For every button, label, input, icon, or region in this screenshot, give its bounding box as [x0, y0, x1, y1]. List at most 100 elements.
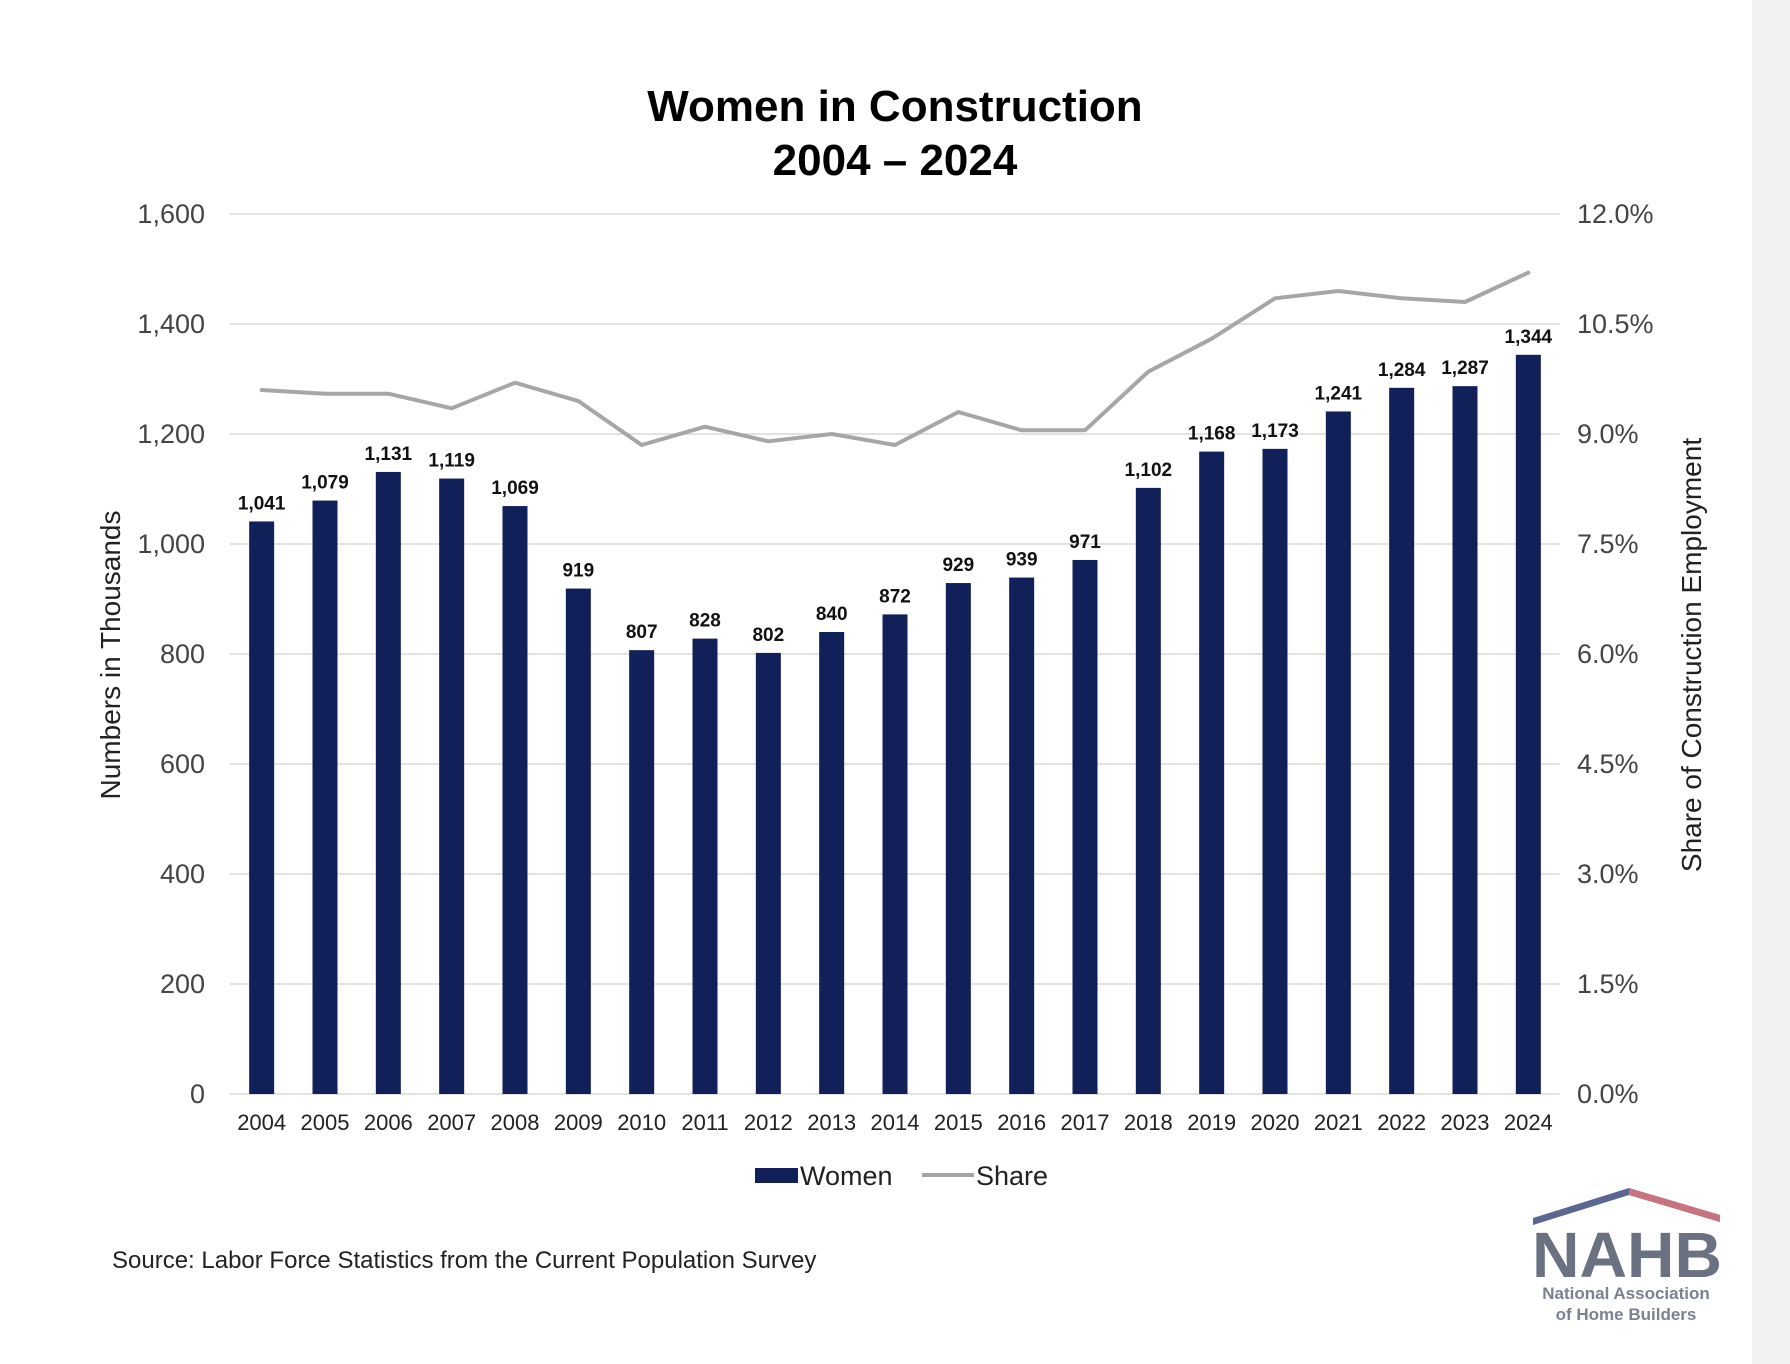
women-bar-2010 [629, 650, 655, 1094]
x-axis-tick-label: 2021 [1314, 1110, 1363, 1135]
x-axis-tick-label: 2004 [237, 1110, 286, 1135]
x-axis-tick-label: 2005 [301, 1110, 350, 1135]
right-axis-tick-label: 6.0% [1577, 639, 1639, 669]
share-line [259, 270, 1531, 447]
women-value-label-2021: 1,241 [1315, 383, 1363, 404]
women-bar-2009 [565, 588, 591, 1094]
x-axis-tick-label: 2017 [1061, 1110, 1110, 1135]
x-axis-tick-label: 2014 [871, 1110, 920, 1135]
legend-women-label: Women [800, 1161, 893, 1191]
x-axis-tick-label: 2023 [1441, 1110, 1490, 1135]
women-value-label-2009: 919 [562, 561, 594, 582]
left-axis-tick-label: 400 [160, 859, 205, 889]
chart-title-line-2: 2004 – 2024 [773, 136, 1018, 185]
legend: Women Share [755, 1161, 1048, 1191]
logo-line-2: of Home Builders [1556, 1305, 1697, 1324]
data-labels: 1,041 1,079 1,131 1,119 1,069 919 807 828 802 840… [238, 327, 1553, 646]
left-axis-tick-label: 1,200 [137, 419, 205, 449]
women-value-label-2019: 1,168 [1188, 424, 1236, 445]
nahb-logo: NAHB National Association of Home Builde… [1532, 1188, 1722, 1324]
women-value-label-2020: 1,173 [1251, 421, 1299, 442]
x-axis-tick-label: 2008 [491, 1110, 540, 1135]
women-value-label-2013: 840 [816, 604, 848, 625]
women-bar-2021 [1325, 411, 1351, 1094]
women-value-label-2006: 1,131 [365, 444, 413, 465]
left-axis-tick-label: 600 [160, 749, 205, 779]
women-value-label-2022: 1,284 [1378, 360, 1426, 381]
right-axis-label: Share of Construction Employment [1676, 438, 1707, 872]
women-value-label-2014: 872 [879, 586, 911, 607]
bars [249, 354, 1541, 1095]
women-bar-2020 [1262, 448, 1288, 1095]
chart-card: Women in Construction 2004 – 2024 1,041 1… [0, 0, 1752, 1364]
left-axis-ticks: 0 200 400 600 800 1,000 1,200 1,400 1,600 [137, 199, 205, 1109]
women-bar-2024 [1515, 354, 1541, 1094]
women-value-label-2004: 1,041 [238, 493, 286, 514]
women-value-label-2010: 807 [626, 622, 658, 643]
source-note: Source: Labor Force Statistics from the … [112, 1247, 816, 1274]
x-axis-tick-label: 2018 [1124, 1110, 1173, 1135]
women-bar-2007 [439, 478, 465, 1094]
x-axis-tick-label: 2020 [1251, 1110, 1300, 1135]
women-value-label-2011: 828 [689, 611, 721, 632]
right-axis-tick-label: 10.5% [1577, 309, 1654, 339]
right-axis-tick-label: 12.0% [1577, 199, 1654, 229]
women-bar-2014 [882, 614, 908, 1094]
x-axis-tick-label: 2022 [1377, 1110, 1426, 1135]
women-value-label-2007: 1,119 [428, 451, 475, 472]
right-axis-tick-label: 4.5% [1577, 749, 1639, 779]
x-axis-tick-label: 2010 [617, 1110, 666, 1135]
women-value-label-2023: 1,287 [1441, 358, 1489, 379]
women-bar-2022 [1389, 387, 1415, 1094]
right-axis-ticks: 0.0% 1.5% 3.0% 4.5% 6.0% 7.5% 9.0% 10.5% 12.0% [1577, 199, 1654, 1109]
women-bar-2006 [375, 471, 401, 1094]
x-axis-tick-label: 2016 [997, 1110, 1046, 1135]
x-axis-tick-label: 2013 [807, 1110, 856, 1135]
x-axis-tick-label: 2007 [427, 1110, 476, 1135]
left-axis-tick-label: 1,600 [137, 199, 205, 229]
women-value-label-2018: 1,102 [1125, 460, 1173, 481]
logo-line-1: National Association [1542, 1284, 1710, 1303]
left-axis-label: Numbers in Thousands [95, 511, 126, 800]
women-bar-2005 [312, 500, 338, 1094]
women-bar-2008 [502, 506, 528, 1094]
x-axis-tick-label: 2024 [1504, 1110, 1553, 1135]
women-bar-2023 [1452, 386, 1478, 1094]
women-bar-2017 [1072, 559, 1098, 1094]
women-bar-2016 [1009, 577, 1035, 1094]
women-bar-2013 [819, 632, 845, 1094]
right-axis-tick-label: 1.5% [1577, 969, 1639, 999]
right-axis-tick-label: 9.0% [1577, 419, 1639, 449]
x-axis-ticks: 2004 2005 2006 2007 2008 2009 2010 2011 2012 2013… [237, 1110, 1553, 1135]
left-axis-tick-label: 800 [160, 639, 205, 669]
x-axis-tick-label: 2011 [681, 1110, 728, 1135]
women-value-label-2005: 1,079 [301, 473, 349, 494]
legend-women-swatch [755, 1168, 798, 1183]
women-value-label-2017: 971 [1069, 532, 1101, 553]
women-bar-2015 [945, 583, 971, 1094]
x-axis-tick-label: 2015 [934, 1110, 983, 1135]
women-bar-2018 [1135, 487, 1161, 1094]
logo-wordmark: NAHB [1532, 1219, 1722, 1291]
right-axis-tick-label: 3.0% [1577, 859, 1639, 889]
x-axis-tick-label: 2012 [744, 1110, 793, 1135]
right-axis-tick-label: 7.5% [1577, 529, 1639, 559]
right-axis-tick-label: 0.0% [1577, 1079, 1639, 1109]
women-value-label-2016: 939 [1006, 550, 1038, 571]
left-axis-tick-label: 1,000 [137, 529, 205, 559]
women-value-label-2024: 1,344 [1505, 327, 1553, 348]
share-line-layer [259, 270, 1531, 447]
left-axis-tick-label: 200 [160, 969, 205, 999]
legend-share-label: Share [976, 1161, 1048, 1191]
women-bar-2004 [249, 521, 275, 1094]
x-axis-tick-label: 2006 [364, 1110, 413, 1135]
women-bar-2012 [755, 652, 781, 1094]
women-value-label-2012: 802 [752, 625, 784, 646]
women-value-label-2015: 929 [942, 555, 974, 576]
x-axis-tick-label: 2019 [1187, 1110, 1236, 1135]
x-axis-tick-label: 2009 [554, 1110, 603, 1135]
left-axis-tick-label: 0 [190, 1079, 205, 1109]
chart-title-line-1: Women in Construction [647, 82, 1142, 131]
left-axis-tick-label: 1,400 [137, 309, 205, 339]
